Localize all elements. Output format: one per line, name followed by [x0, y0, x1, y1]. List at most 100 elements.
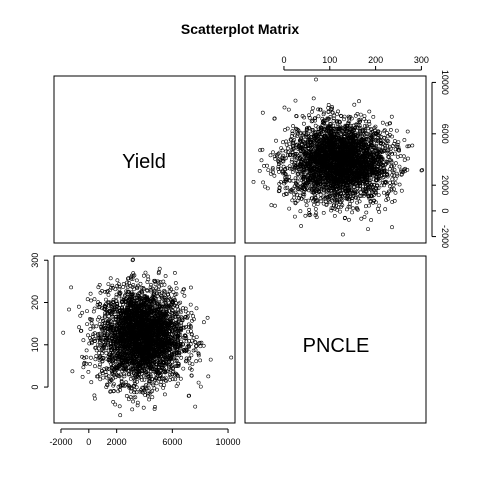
- scatter-point: [348, 178, 353, 183]
- scatter-point: [390, 134, 394, 139]
- scatter-point: [297, 187, 302, 192]
- scatter-point: [365, 153, 370, 158]
- scatter-point: [311, 198, 316, 203]
- scatter-point: [372, 198, 377, 203]
- scatter-point: [321, 136, 326, 141]
- bottom-axis-tick-label: -2000: [49, 437, 72, 447]
- scatter-point: [359, 155, 363, 160]
- scatter-point: [268, 171, 273, 176]
- scatter-point: [377, 203, 382, 208]
- scatter-point: [299, 224, 304, 228]
- scatter-point: [292, 192, 297, 197]
- scatter-point: [357, 150, 361, 155]
- scatter-point: [326, 182, 331, 187]
- scatter-point: [344, 178, 349, 183]
- scatter-point: [336, 184, 341, 189]
- scatter-point: [130, 258, 135, 263]
- scatter-point: [353, 134, 357, 139]
- scatter-point: [138, 281, 143, 286]
- scatter-points-lower: [61, 257, 234, 418]
- scatter-point: [277, 169, 281, 174]
- scatter-point: [377, 209, 382, 214]
- scatter-point: [312, 202, 316, 207]
- scatter-point: [115, 278, 120, 283]
- scatter-point: [385, 193, 390, 198]
- scatter-point: [370, 161, 375, 166]
- scatter-point: [351, 148, 356, 153]
- scatter-point: [300, 185, 305, 190]
- scatter-point: [291, 146, 296, 151]
- scatter-point: [304, 203, 309, 208]
- scatter-point: [289, 157, 294, 162]
- scatter-point: [290, 170, 295, 175]
- scatter-point: [365, 137, 370, 142]
- scatter-point: [300, 146, 305, 151]
- scatter-point: [337, 172, 342, 177]
- scatter-point: [325, 174, 330, 179]
- scatter-point: [374, 161, 379, 166]
- scatter-point: [328, 124, 333, 129]
- scatter-point: [332, 116, 336, 121]
- scatter-point: [379, 173, 384, 178]
- scatter-point: [346, 114, 351, 119]
- scatter-point: [374, 191, 378, 196]
- scatter-point: [327, 196, 331, 201]
- scatter-point: [420, 168, 425, 172]
- scatter-point: [384, 198, 389, 203]
- scatter-point: [366, 137, 371, 142]
- scatter-point: [283, 156, 288, 161]
- scatter-point: [331, 118, 336, 123]
- scatter-point: [376, 155, 381, 159]
- scatter-point: [77, 325, 82, 330]
- scatter-point: [342, 185, 347, 190]
- scatter-point: [387, 121, 392, 126]
- scatter-point: [362, 180, 367, 185]
- scatter-point: [305, 126, 309, 131]
- scatter-point: [317, 190, 321, 194]
- right-axis-tick-label: 10000: [440, 70, 450, 95]
- scatter-point: [320, 180, 324, 185]
- scatter-point: [345, 191, 350, 196]
- scatter-point: [330, 132, 335, 137]
- scatter-point: [364, 135, 369, 139]
- scatter-point: [390, 177, 395, 182]
- scatter-point: [384, 159, 389, 164]
- scatter-point: [333, 177, 338, 182]
- scatter-point: [310, 129, 315, 134]
- scatter-point: [307, 115, 312, 120]
- scatter-point: [385, 122, 389, 127]
- scatter-point: [364, 147, 369, 152]
- scatter-point: [333, 146, 338, 151]
- scatter-point: [323, 170, 328, 175]
- scatter-point: [310, 154, 315, 159]
- scatter-point: [299, 159, 304, 164]
- scatter-point: [355, 207, 359, 211]
- scatter-point: [306, 140, 310, 145]
- scatter-point: [391, 170, 396, 175]
- scatter-point: [372, 126, 377, 130]
- scatter-point: [303, 140, 308, 145]
- scatter-point: [351, 128, 356, 133]
- scatter-point: [363, 169, 368, 174]
- scatter-point: [357, 99, 361, 104]
- scatter-point: [369, 218, 374, 222]
- scatter-point: [355, 112, 360, 116]
- scatter-point: [392, 139, 397, 143]
- scatter-point: [343, 140, 348, 145]
- scatter-point: [378, 155, 383, 160]
- scatter-point: [410, 143, 415, 148]
- scatter-point: [380, 120, 385, 125]
- scatter-point: [282, 181, 287, 186]
- scatter-point: [300, 174, 305, 179]
- scatter-point: [326, 165, 331, 170]
- scatter-point: [308, 175, 313, 180]
- scatter-point: [347, 157, 352, 162]
- scatter-point: [358, 112, 363, 117]
- scatter-point: [399, 188, 404, 193]
- scatter-point: [321, 142, 326, 147]
- scatter-point: [311, 178, 316, 183]
- scatter-point: [316, 138, 321, 143]
- scatter-point: [276, 160, 281, 165]
- scatter-point: [365, 144, 370, 149]
- scatter-point: [326, 144, 331, 149]
